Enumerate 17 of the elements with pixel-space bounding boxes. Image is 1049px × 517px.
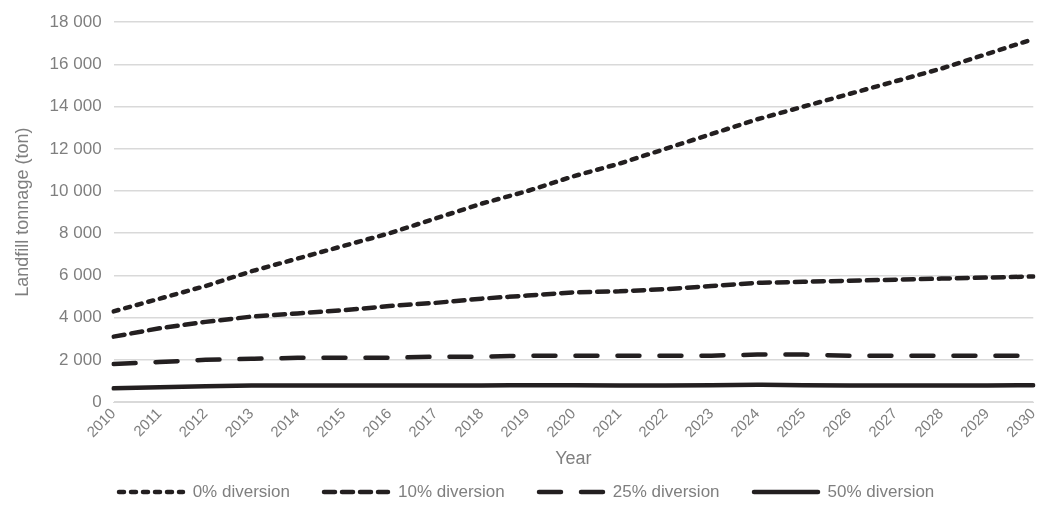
y-tick-label: 4 000: [59, 307, 102, 327]
y-tick-label: 0: [92, 391, 102, 411]
y-tick-label: 10 000: [49, 180, 102, 200]
legend-label: 50% diversion: [827, 482, 935, 502]
y-tick-label: 6 000: [59, 265, 102, 285]
legend-label: 10% diversion: [397, 482, 505, 502]
legend-label: 0% diversion: [192, 482, 290, 502]
y-tick-label: 18 000: [49, 11, 102, 31]
line-series: [111, 274, 1036, 339]
y-tick-label: 12 000: [49, 138, 102, 158]
y-tick-label: 2 000: [59, 349, 102, 369]
x-axis-title: Year: [555, 448, 592, 469]
y-axis-title: Landfill tonnage (ton): [11, 127, 32, 297]
y-tick-label: 14 000: [49, 96, 102, 116]
y-tick-label: 8 000: [59, 222, 102, 242]
y-tick-label: 16 000: [49, 54, 102, 74]
legend-label: 25% diversion: [612, 482, 720, 502]
